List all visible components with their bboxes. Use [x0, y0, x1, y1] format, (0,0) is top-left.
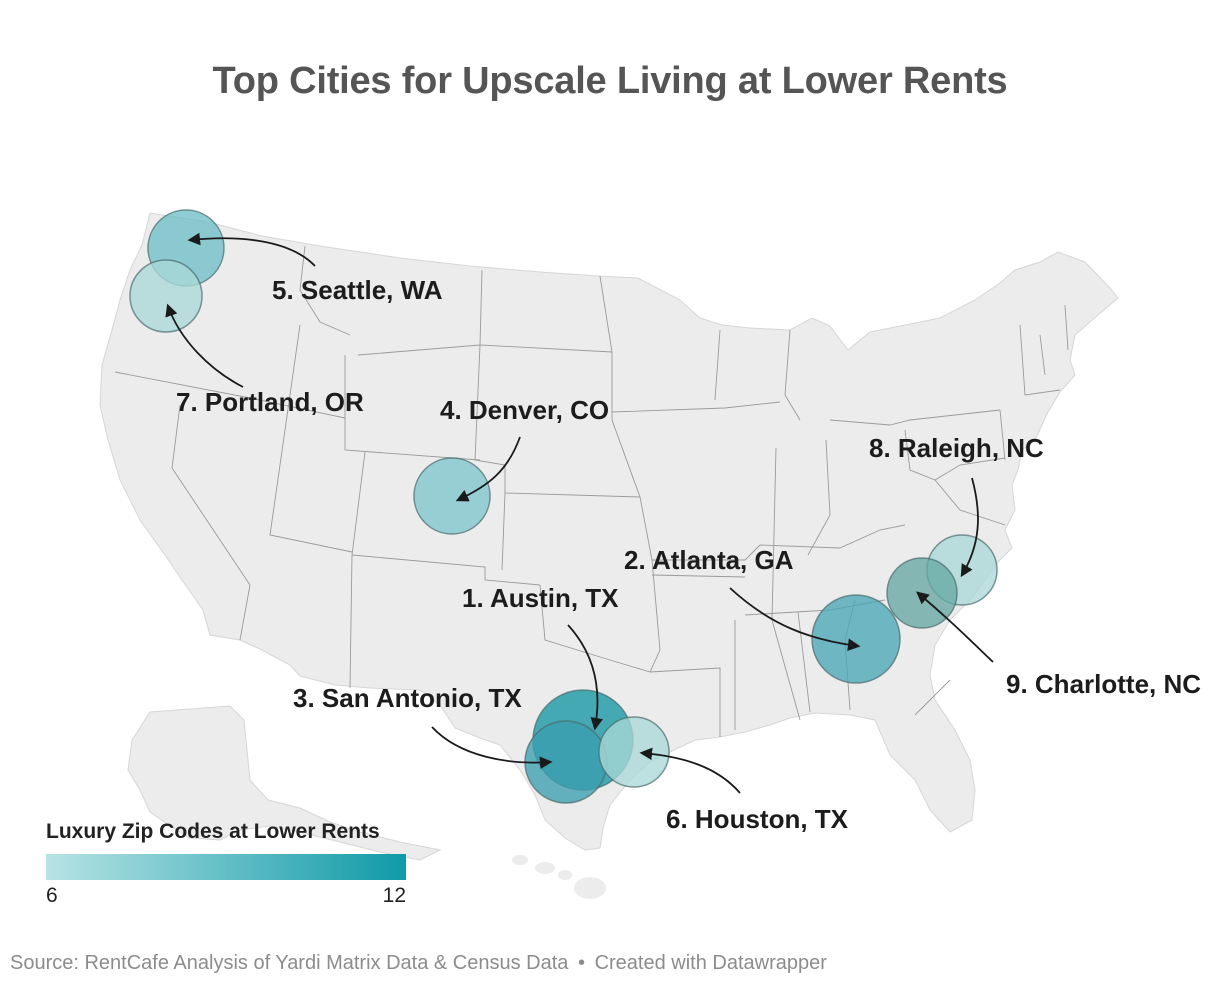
source-note: Source: RentCafe Analysis of Yardi Matri…	[10, 952, 827, 975]
source-text: Source: RentCafe Analysis of Yardi Matri…	[10, 952, 569, 974]
source-separator: •	[577, 952, 585, 974]
arrow-houston	[639, 747, 741, 794]
city-labels: 1. Austin, TX 2. Atlanta, GA 3. San Anto…	[176, 275, 1201, 834]
source-credit: Created with Datawrapper	[594, 952, 827, 974]
arrow-portland	[165, 303, 244, 388]
city-label-charlotte: 9. Charlotte, NC	[1006, 669, 1201, 699]
legend-ticks: 6 12	[46, 884, 406, 908]
bubble-atlanta[interactable]	[811, 594, 901, 684]
arrow-denver	[455, 436, 521, 502]
legend-gradient-bar	[46, 854, 406, 880]
bubble-denver[interactable]	[413, 457, 491, 535]
arrow-charlotte	[916, 591, 994, 663]
legend-max-label: 12	[382, 884, 406, 907]
state-borders	[114, 245, 1069, 737]
arrow-atlanta	[729, 587, 861, 651]
legend-title: Luxury Zip Codes at Lower Rents	[46, 820, 380, 843]
hawaii-islands	[512, 855, 606, 899]
alaska-shape	[127, 705, 442, 861]
city-label-seattle: 5. Seattle, WA	[272, 275, 443, 305]
color-legend: Luxury Zip Codes at Lower Rents 6 12	[46, 820, 406, 908]
legend-min-label: 6	[46, 884, 58, 907]
city-label-denver: 4. Denver, CO	[440, 395, 609, 425]
arrow-austin	[567, 624, 603, 731]
city-label-portland: 7. Portland, OR	[176, 387, 364, 417]
leader-arrows	[165, 232, 994, 794]
land-layer	[99, 212, 1119, 899]
arrow-seattle	[187, 232, 316, 267]
arrow-raleigh	[960, 477, 979, 578]
city-label-raleigh: 8. Raleigh, NC	[869, 433, 1044, 463]
arrow-san-antonio	[431, 726, 553, 770]
city-bubbles	[129, 209, 998, 804]
city-label-san-antonio: 3. San Antonio, TX	[293, 683, 522, 713]
map-title: Top Cities for Upscale Living at Lower R…	[212, 60, 1008, 102]
bubble-portland[interactable]	[129, 259, 203, 333]
city-label-austin: 1. Austin, TX	[462, 583, 619, 613]
bubble-houston[interactable]	[598, 716, 670, 788]
contiguous-us-shape	[99, 212, 1119, 851]
city-label-atlanta: 2. Atlanta, GA	[624, 545, 794, 575]
city-label-houston: 6. Houston, TX	[666, 804, 849, 834]
